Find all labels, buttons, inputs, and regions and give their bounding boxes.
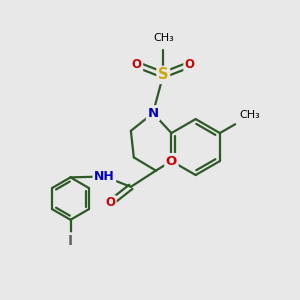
Text: I: I bbox=[68, 234, 73, 248]
Text: O: O bbox=[166, 154, 177, 167]
Text: CH₃: CH₃ bbox=[240, 110, 260, 120]
Text: CH₃: CH₃ bbox=[153, 32, 174, 43]
Text: NH: NH bbox=[94, 170, 115, 183]
Text: O: O bbox=[105, 196, 115, 209]
Text: N: N bbox=[147, 107, 158, 120]
Text: O: O bbox=[132, 58, 142, 71]
Text: S: S bbox=[158, 68, 169, 82]
Text: O: O bbox=[185, 58, 195, 71]
